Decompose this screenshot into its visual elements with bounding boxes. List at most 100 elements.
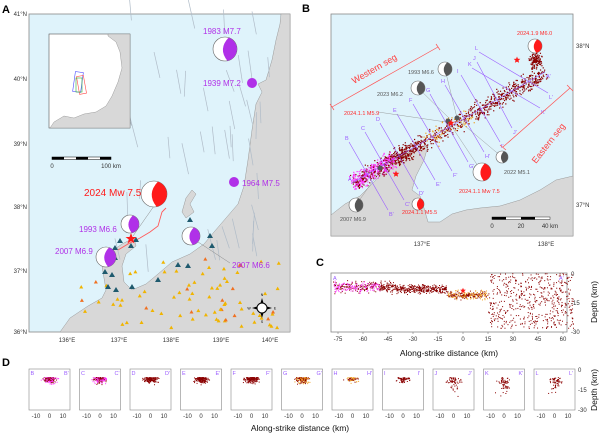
x-tick: -10 xyxy=(32,414,41,420)
event-dot xyxy=(462,296,464,298)
event-dot xyxy=(471,108,473,110)
event-dot xyxy=(501,318,503,320)
station-triangle xyxy=(218,283,223,287)
event-dot xyxy=(528,315,530,317)
event-dot xyxy=(499,382,501,384)
event-dot xyxy=(455,384,457,386)
event-dot xyxy=(569,279,571,281)
event-dot xyxy=(365,170,367,172)
event-dot xyxy=(557,312,559,314)
event-dot xyxy=(350,283,352,285)
station-triangle-dark xyxy=(175,262,181,267)
event-dot xyxy=(464,292,466,294)
event-dot xyxy=(483,295,485,297)
event-dot xyxy=(99,377,101,379)
event-dot xyxy=(521,89,524,91)
event-dot xyxy=(555,293,557,295)
event-dot xyxy=(367,181,369,183)
event-dot xyxy=(464,295,466,297)
event-dot xyxy=(542,71,545,74)
event-dot xyxy=(374,285,376,287)
event-dot xyxy=(408,289,410,291)
event-dot xyxy=(358,176,360,178)
event-dot xyxy=(535,54,537,56)
event-dot xyxy=(353,185,355,187)
x-tick: 0 xyxy=(300,414,304,420)
event-dot xyxy=(45,377,47,379)
x-tick: 10 xyxy=(363,414,370,420)
event-dot xyxy=(549,310,551,312)
event-dot xyxy=(515,279,517,281)
event-dot xyxy=(370,177,372,180)
event-dot xyxy=(481,293,483,295)
event-dot xyxy=(515,308,517,310)
event-dot xyxy=(385,157,387,159)
event-dot xyxy=(478,114,481,116)
profile-end-label: C' xyxy=(115,371,120,377)
event-dot xyxy=(532,62,534,64)
event-dot xyxy=(419,154,421,156)
event-dot xyxy=(46,378,48,380)
event-dot xyxy=(480,291,482,293)
profile-line: DD' xyxy=(376,117,424,197)
event-label-2007-m69: 2007 M6.9 xyxy=(55,247,93,256)
event-dot xyxy=(537,73,540,76)
event-dot xyxy=(444,288,446,290)
event-dot xyxy=(554,324,556,326)
event-dot xyxy=(355,284,357,286)
event-dot xyxy=(516,293,518,295)
event-dot xyxy=(96,379,98,381)
event-dot xyxy=(552,311,554,313)
event-dot xyxy=(414,285,416,287)
event-dot xyxy=(441,284,443,286)
event-dot xyxy=(101,379,103,381)
event-dot xyxy=(556,383,558,385)
event-dot xyxy=(203,381,205,383)
event-dot xyxy=(505,277,507,279)
event-dot xyxy=(204,377,206,379)
event-dot xyxy=(398,163,401,165)
event-dot xyxy=(422,284,424,286)
event-dot xyxy=(440,292,442,294)
event-dot xyxy=(305,381,307,383)
station-triangle xyxy=(93,279,98,284)
event-dot xyxy=(372,174,374,176)
event-dot xyxy=(467,295,469,297)
fault-trace xyxy=(114,238,121,260)
event-dot xyxy=(547,326,549,328)
event-dot xyxy=(393,157,395,159)
event-dot xyxy=(410,143,412,145)
event-dot xyxy=(419,149,421,151)
event-dot xyxy=(103,379,105,381)
event-dot xyxy=(380,288,382,290)
event-dot xyxy=(521,85,523,88)
event-dot xyxy=(200,377,202,379)
event-dot xyxy=(490,103,492,105)
event-dot xyxy=(529,301,531,303)
y-axis-label-d: Depth (km) xyxy=(589,369,599,411)
event-dot xyxy=(425,292,427,294)
fault-trace xyxy=(228,100,236,130)
event-dot xyxy=(381,288,383,290)
event-dot xyxy=(354,377,356,379)
event-dot xyxy=(463,296,465,298)
event-dot xyxy=(519,90,521,92)
event-dot xyxy=(545,297,547,299)
lat-label: 41°N xyxy=(14,12,27,18)
event-dot xyxy=(550,317,552,319)
event-dot xyxy=(459,380,461,382)
event-dot xyxy=(348,377,350,379)
event-dot xyxy=(355,174,357,176)
event-dot xyxy=(411,290,413,292)
event-dot xyxy=(454,379,456,381)
event-dot xyxy=(387,157,389,159)
event-dot xyxy=(336,288,338,290)
event-dot xyxy=(531,307,533,309)
station-triangle xyxy=(276,261,281,265)
event-dot xyxy=(416,289,418,291)
event-dot xyxy=(490,302,492,304)
event-dot xyxy=(385,164,388,166)
event-dot xyxy=(528,326,530,328)
event-dot xyxy=(535,61,538,63)
event-dot xyxy=(504,327,506,329)
